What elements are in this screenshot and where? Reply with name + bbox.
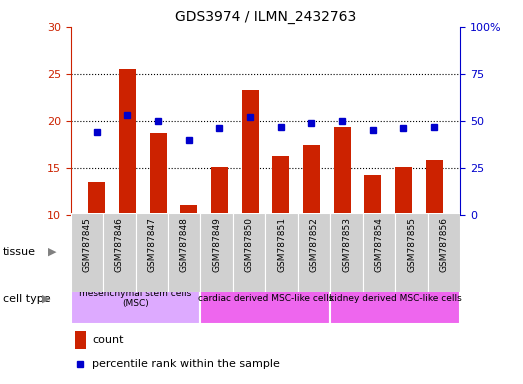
Bar	[233, 213, 266, 292]
Bar	[426, 161, 442, 215]
Text: count: count	[92, 335, 123, 345]
Text: GSM787849: GSM787849	[212, 217, 221, 272]
Title: GDS3974 / ILMN_2432763: GDS3974 / ILMN_2432763	[175, 10, 356, 25]
Text: cell type: cell type	[3, 294, 50, 304]
Text: GSM787847: GSM787847	[147, 217, 156, 272]
Bar	[71, 213, 103, 292]
Bar	[266, 213, 298, 292]
Bar	[180, 205, 197, 215]
Text: tissue: tissue	[3, 247, 36, 257]
Bar	[395, 213, 428, 292]
Text: GSM787845: GSM787845	[82, 217, 92, 272]
Bar	[272, 156, 289, 215]
Bar	[363, 213, 395, 292]
Bar	[135, 213, 168, 292]
Text: GSM787856: GSM787856	[439, 217, 449, 272]
Text: heart: heart	[251, 247, 280, 257]
Text: kidney: kidney	[377, 247, 414, 257]
Bar	[71, 273, 200, 324]
Text: GSM787855: GSM787855	[407, 217, 416, 272]
Bar	[74, 331, 86, 349]
Bar	[334, 127, 350, 215]
Text: mesenchymal stem cells
(MSC): mesenchymal stem cells (MSC)	[79, 289, 191, 308]
Bar	[428, 213, 460, 292]
Text: cardiac derived MSC-like cells: cardiac derived MSC-like cells	[198, 294, 333, 303]
Bar	[331, 232, 460, 271]
Text: GSM787848: GSM787848	[180, 217, 189, 272]
Bar	[88, 182, 105, 215]
Bar	[395, 167, 412, 215]
Text: GSM787853: GSM787853	[342, 217, 351, 272]
Bar	[298, 213, 331, 292]
Bar	[242, 90, 258, 215]
Bar	[119, 69, 136, 215]
Text: bone marrow: bone marrow	[99, 247, 173, 257]
Bar	[303, 146, 320, 215]
Text: GSM787852: GSM787852	[310, 217, 319, 272]
Bar	[103, 213, 135, 292]
Text: GSM787846: GSM787846	[115, 217, 124, 272]
Text: percentile rank within the sample: percentile rank within the sample	[92, 359, 280, 369]
Text: GSM787854: GSM787854	[374, 217, 383, 272]
Bar	[200, 213, 233, 292]
Text: ▶: ▶	[48, 247, 56, 257]
Bar	[365, 175, 381, 215]
Bar	[200, 232, 331, 271]
Bar	[200, 273, 331, 324]
Text: GSM787850: GSM787850	[245, 217, 254, 272]
Bar	[71, 232, 200, 271]
Bar	[168, 213, 200, 292]
Text: ▶: ▶	[42, 294, 50, 304]
Text: GSM787851: GSM787851	[277, 217, 286, 272]
Bar	[211, 167, 228, 215]
Bar	[331, 273, 460, 324]
Bar	[150, 133, 166, 215]
Text: kidney derived MSC-like cells: kidney derived MSC-like cells	[329, 294, 462, 303]
Bar	[331, 213, 363, 292]
